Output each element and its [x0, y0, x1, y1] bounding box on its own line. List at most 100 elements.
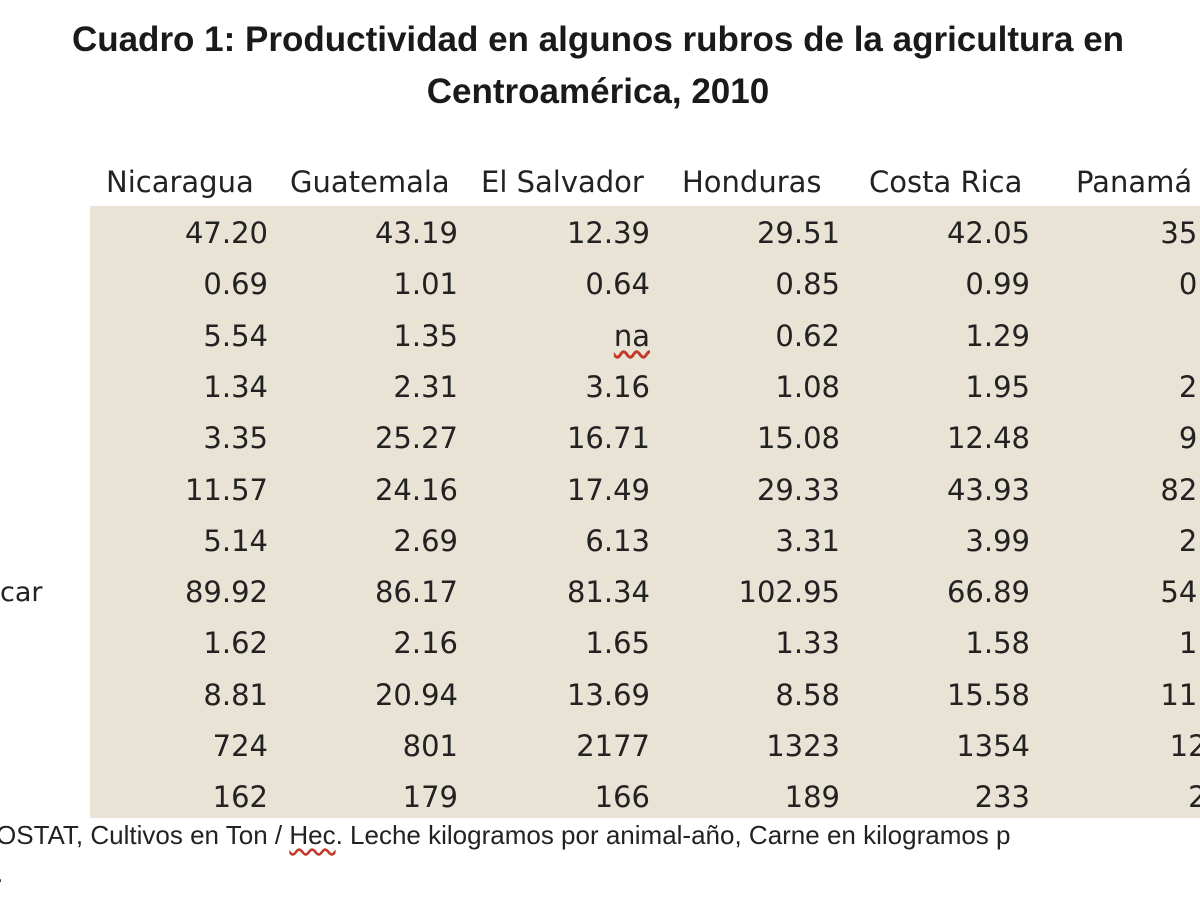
- table-cell: 801: [258, 721, 458, 772]
- cell-value: 1.35: [393, 319, 458, 353]
- cell-value: 25.27: [374, 421, 458, 455]
- cell-value: 3.31: [775, 524, 840, 558]
- cell-value: 89.92: [184, 575, 268, 609]
- cell-value: 2177: [576, 729, 650, 763]
- cell-value: 3.35: [203, 421, 268, 455]
- cell-value: 8.81: [203, 678, 268, 712]
- cell-value: 2.31: [393, 370, 458, 404]
- table-cell: 16.71: [450, 413, 650, 464]
- column-header: Honduras: [682, 165, 822, 199]
- cell-value: 54.6: [1160, 575, 1200, 609]
- table-cell: 89.92: [68, 567, 268, 618]
- table-cell: 162: [68, 772, 268, 823]
- table-cell: 1.01: [258, 259, 458, 310]
- cell-value: na: [613, 319, 650, 353]
- cell-value: 15.58: [946, 678, 1030, 712]
- cell-value: 1.65: [585, 626, 650, 660]
- table-cell: 12.48: [830, 413, 1030, 464]
- row-label: car: [0, 577, 43, 608]
- cell-value: 12.39: [566, 216, 650, 250]
- table-cell: 29.51: [640, 208, 840, 259]
- cell-value: 1.29: [965, 319, 1030, 353]
- column-header: Guatemala: [290, 165, 450, 199]
- table-cell: 15.08: [640, 413, 840, 464]
- cell-value: 0.64: [585, 267, 650, 301]
- cell-value: 35.9: [1160, 216, 1200, 250]
- cell-value: 2.0: [1178, 370, 1200, 404]
- column-header: Nicaragua: [106, 165, 254, 199]
- cell-value: 86.17: [374, 575, 458, 609]
- cell-value: 29.33: [756, 473, 840, 507]
- column-header: El Salvador: [481, 165, 644, 199]
- table-cell: 1.29: [830, 311, 1030, 362]
- source-note-part: . Leche kilogramos por animal-año, Carne…: [335, 820, 1011, 850]
- table-cell: 0.64: [450, 259, 650, 310]
- table-cell: 123: [1025, 721, 1200, 772]
- table-cell: 8.81: [68, 670, 268, 721]
- table-cell: 1.58: [830, 618, 1030, 669]
- table-cell: 2.31: [258, 362, 458, 413]
- table-cell: 724: [68, 721, 268, 772]
- cell-value: 12.48: [946, 421, 1030, 455]
- table-cell: 1.34: [68, 362, 268, 413]
- cell-value: 20.94: [374, 678, 458, 712]
- table-cell: 1.35: [258, 311, 458, 362]
- table-cell: 29.33: [640, 465, 840, 516]
- cell-value: 0.85: [775, 267, 840, 301]
- table-cell: 11.0: [1025, 670, 1200, 721]
- cell-value: 0.69: [203, 267, 268, 301]
- cell-value: 166: [594, 780, 650, 814]
- source-note-hec: Hec: [289, 820, 336, 850]
- cell-value: 82.3: [1160, 473, 1200, 507]
- cell-value: 1323: [766, 729, 840, 763]
- table-cell: 1.62: [68, 618, 268, 669]
- cell-value: 21: [1188, 780, 1200, 814]
- table-cell: 12.39: [450, 208, 650, 259]
- table-cell: 1354: [830, 721, 1030, 772]
- cell-value: 1.95: [965, 370, 1030, 404]
- cell-value: 162: [212, 780, 268, 814]
- cell-value: 24.16: [374, 473, 458, 507]
- table-cell: 35.9: [1025, 208, 1200, 259]
- cell-value: 102.95: [738, 575, 840, 609]
- cell-value: 1.01: [393, 267, 458, 301]
- cell-value: 3.16: [585, 370, 650, 404]
- cell-value: 2.69: [393, 524, 458, 558]
- table-cell: 20.94: [258, 670, 458, 721]
- table-cell: 102.95: [640, 567, 840, 618]
- cell-value: 0.4: [1178, 267, 1200, 301]
- table-cell: 3.35: [68, 413, 268, 464]
- cell-value: 2.16: [393, 626, 458, 660]
- table-cell: 5.14: [68, 516, 268, 567]
- table-cell: 25.27: [258, 413, 458, 464]
- cell-value: 0.99: [965, 267, 1030, 301]
- table-cell: 3.16: [450, 362, 650, 413]
- cell-value: 5.54: [203, 319, 268, 353]
- table-cell: 86.17: [258, 567, 458, 618]
- cell-value: 16.71: [566, 421, 650, 455]
- table-cell: 2.0: [1025, 362, 1200, 413]
- table-cell: 42.05: [830, 208, 1030, 259]
- cell-value: 66.89: [946, 575, 1030, 609]
- cell-value: 1.34: [203, 370, 268, 404]
- cell-value: 13.69: [566, 678, 650, 712]
- table-cell: 43.19: [258, 208, 458, 259]
- table-cell: 2.1: [1025, 516, 1200, 567]
- table-cell: 2.16: [258, 618, 458, 669]
- cell-value: 9.4: [1178, 421, 1200, 455]
- table-cell: 1.65: [450, 618, 650, 669]
- table-cell: 5.54: [68, 311, 268, 362]
- cell-value: 1.08: [775, 370, 840, 404]
- table-cell: 179: [258, 772, 458, 823]
- cell-value: 47.20: [184, 216, 268, 250]
- cell-value: 123: [1169, 729, 1200, 763]
- cell-value: 42.05: [946, 216, 1030, 250]
- table-cell: na: [450, 311, 650, 362]
- cell-value: 1.6: [1178, 626, 1200, 660]
- table-cell: 8.58: [640, 670, 840, 721]
- cell-value: 724: [212, 729, 268, 763]
- table-cell: 3.99: [830, 516, 1030, 567]
- source-note-part: OSTAT, Cultivos en Ton /: [0, 820, 290, 850]
- table-cell: 17.49: [450, 465, 650, 516]
